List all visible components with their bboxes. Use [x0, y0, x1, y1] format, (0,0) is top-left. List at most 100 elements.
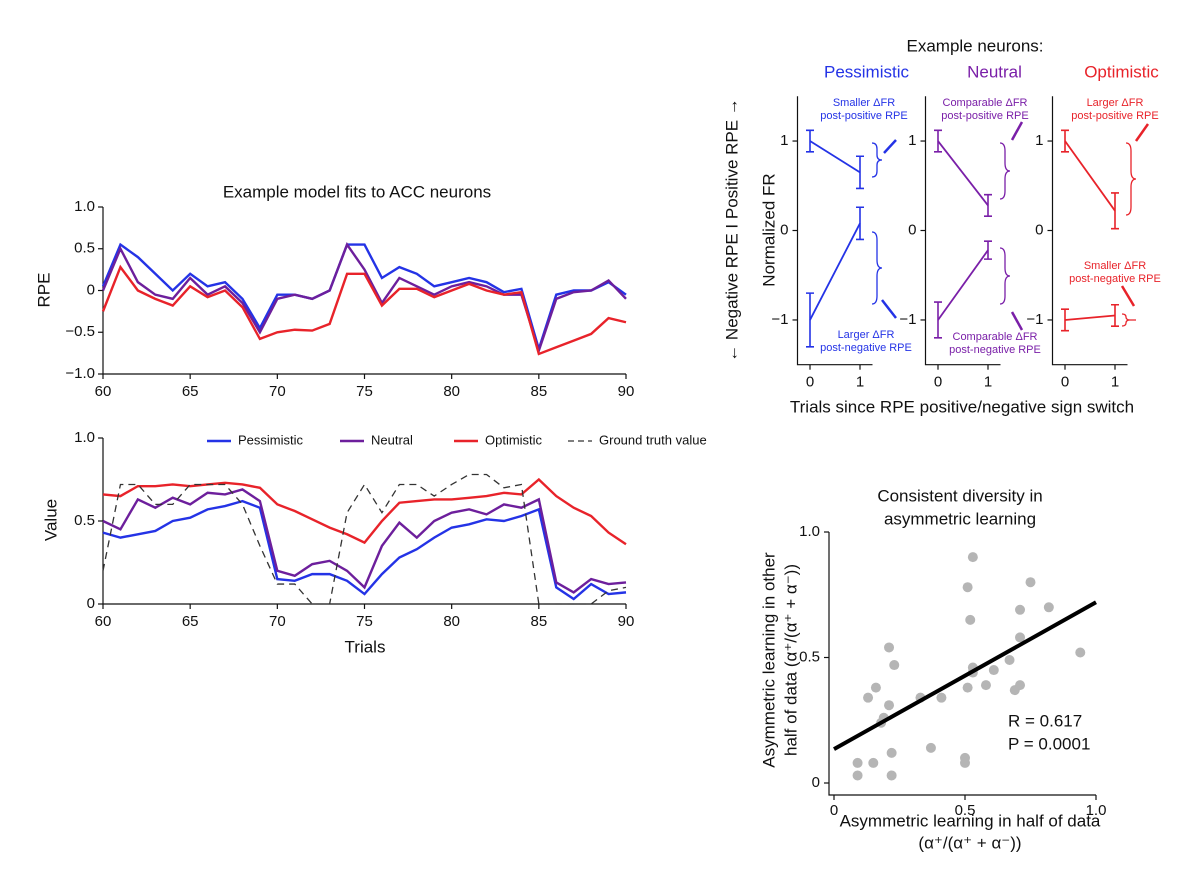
- series-line: [102, 499, 627, 601]
- error-bar: [856, 155, 864, 190]
- brace: [871, 142, 883, 178]
- scatter-point: [1043, 602, 1054, 613]
- annotation: Smaller ΔFR: [1084, 260, 1146, 272]
- brace: [1125, 142, 1137, 216]
- y-tick-label: 0: [812, 774, 820, 791]
- y-tick-label: 1.0: [799, 523, 820, 540]
- side-label: ← Negative RPE I Positive RPE →: [722, 98, 741, 362]
- panel-title: Pessimistic: [824, 62, 910, 81]
- annotation: R = 0.617: [1008, 711, 1082, 730]
- scatter-point: [1075, 647, 1086, 658]
- series-line: [102, 488, 627, 594]
- x-tick-label: 0: [934, 374, 942, 391]
- scatter-point: [868, 757, 879, 768]
- annotation: Comparable ΔFR: [953, 331, 1038, 343]
- y-tick-label: 0: [908, 221, 916, 238]
- y-axis-label: half of data (α⁺/(α⁺ + α⁻)): [781, 564, 800, 756]
- x-axis-label: Asymmetric learning in half of data: [840, 811, 1101, 830]
- y-tick-label: 1: [780, 132, 788, 149]
- arrow: [881, 299, 897, 319]
- y-axis-label: Normalized FR: [759, 173, 778, 286]
- x-tick-label: 0: [830, 802, 838, 819]
- scatter-point: [1004, 655, 1015, 666]
- brace: [1121, 313, 1136, 327]
- annotation: post-negative RPE: [949, 344, 1041, 356]
- x-axis-label: (α⁺/(α⁺ + α⁻)): [918, 833, 1021, 852]
- arrow: [1010, 121, 1024, 141]
- y-tick-label: 1.0: [74, 198, 95, 215]
- annotation: Comparable ΔFR: [943, 97, 1028, 109]
- y-tick-label: 0: [780, 221, 788, 238]
- arrow: [883, 139, 897, 154]
- annotation: Larger ΔFR: [838, 329, 895, 341]
- y-tick-label: −1: [1026, 311, 1043, 328]
- scatter-point: [852, 757, 863, 768]
- scatter-point: [988, 665, 999, 676]
- error-bar: [1061, 308, 1069, 332]
- axis-spine: [796, 96, 873, 366]
- error-bar: [1061, 129, 1069, 153]
- x-tick-label: 1: [856, 374, 864, 391]
- x-tick-label: 0: [1061, 374, 1069, 391]
- y-tick-label: 1: [908, 132, 916, 149]
- scatter-point: [1015, 632, 1026, 643]
- panel-title: Optimistic: [1084, 62, 1159, 81]
- series-line: [102, 477, 627, 546]
- scatter-point: [1015, 604, 1026, 615]
- x-tick-label: 80: [443, 613, 460, 630]
- legend-label: Ground truth value: [599, 432, 707, 447]
- y-tick-label: −0.5: [65, 323, 95, 340]
- chart-title: Example neurons:: [906, 36, 1043, 55]
- legend-label: Optimistic: [485, 432, 543, 447]
- x-axis-label: Trials since RPE positive/negative sign …: [790, 397, 1134, 416]
- scatter-point: [925, 742, 936, 753]
- arrow: [1120, 285, 1136, 307]
- series-line: [809, 222, 861, 321]
- scatter-point: [960, 752, 970, 763]
- y-tick-label: 1.0: [74, 429, 95, 446]
- error-bar: [1111, 303, 1119, 328]
- y-tick-label: 0.5: [74, 240, 95, 257]
- x-tick-label: 85: [530, 613, 547, 630]
- axis-spine: [102, 207, 626, 375]
- error-bar: [984, 240, 992, 260]
- annotation: Larger ΔFR: [1087, 97, 1144, 109]
- x-tick-label: 75: [356, 383, 373, 400]
- series-line: [101, 264, 627, 356]
- scatter-point: [965, 614, 976, 625]
- error-bar: [1111, 192, 1119, 230]
- y-axis-label: RPE: [34, 273, 53, 308]
- y-tick-label: −1: [771, 311, 788, 328]
- brace: [871, 231, 883, 305]
- scatter-point: [1015, 680, 1026, 691]
- x-tick-label: 1: [984, 374, 992, 391]
- chart-title: asymmetric learning: [884, 509, 1036, 528]
- x-tick-label: 60: [95, 383, 112, 400]
- y-tick-label: −1: [899, 311, 916, 328]
- series-line: [937, 249, 989, 321]
- annotation: Smaller ΔFR: [833, 97, 895, 109]
- arrow: [1010, 311, 1024, 331]
- axis-spine: [1051, 96, 1128, 366]
- chart-title: Example model fits to ACC neurons: [223, 182, 491, 201]
- fit-line: [833, 600, 1097, 751]
- scatter-point: [870, 682, 881, 693]
- error-bar: [934, 301, 942, 339]
- legend-label: Pessimistic: [238, 432, 304, 447]
- scatter-point: [936, 692, 947, 703]
- x-tick-label: 1: [1111, 374, 1119, 391]
- x-tick-label: 60: [95, 613, 112, 630]
- axis-spine: [924, 96, 1001, 366]
- y-axis-label: Value: [41, 499, 60, 541]
- annotation: post-positive RPE: [1071, 110, 1158, 122]
- annotation: post-negative RPE: [820, 342, 912, 354]
- annotation: post-positive RPE: [820, 110, 907, 122]
- scatter-point: [852, 770, 863, 781]
- x-tick-label: 90: [618, 383, 635, 400]
- scatter-point: [863, 692, 874, 703]
- scatter-point: [886, 770, 897, 781]
- y-tick-label: 0: [87, 281, 95, 298]
- annotation: post-positive RPE: [941, 110, 1028, 122]
- scatter-point: [884, 642, 895, 653]
